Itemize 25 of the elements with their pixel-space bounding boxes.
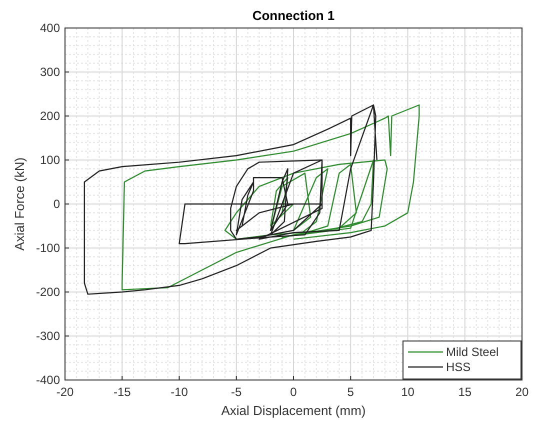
- x-tick-label: 20: [515, 385, 529, 399]
- y-tick-label: 0: [53, 197, 60, 211]
- line-series: [84, 104, 378, 295]
- x-tick-label: -5: [231, 385, 242, 399]
- y-tick-label: 300: [40, 65, 60, 79]
- y-tick-label: -100: [36, 241, 60, 255]
- x-tick-label: 15: [458, 385, 472, 399]
- y-tick-label: -200: [36, 285, 60, 299]
- chart-title: Connection 1: [252, 8, 335, 23]
- line-series: [122, 104, 420, 290]
- x-tick-label: 10: [401, 385, 415, 399]
- x-tick-label: 0: [290, 385, 298, 399]
- x-tick-label: 5: [347, 385, 354, 399]
- x-tick-label: -15: [113, 385, 132, 399]
- x-axis-title: Axial Displacement (mm): [221, 403, 366, 418]
- x-tick-label: -20: [56, 385, 74, 399]
- y-axis-title: Axial Force (kN): [12, 157, 27, 251]
- y-tick-label: -400: [36, 373, 60, 387]
- legend-label: Mild Steel: [446, 345, 499, 359]
- y-tick-label: 400: [40, 21, 60, 35]
- x-tick-label: -10: [170, 385, 188, 399]
- legend-label: HSS: [446, 360, 471, 374]
- y-tick-label: 200: [40, 109, 60, 123]
- y-tick-label: 100: [40, 153, 60, 167]
- y-tick-label: -300: [36, 329, 60, 343]
